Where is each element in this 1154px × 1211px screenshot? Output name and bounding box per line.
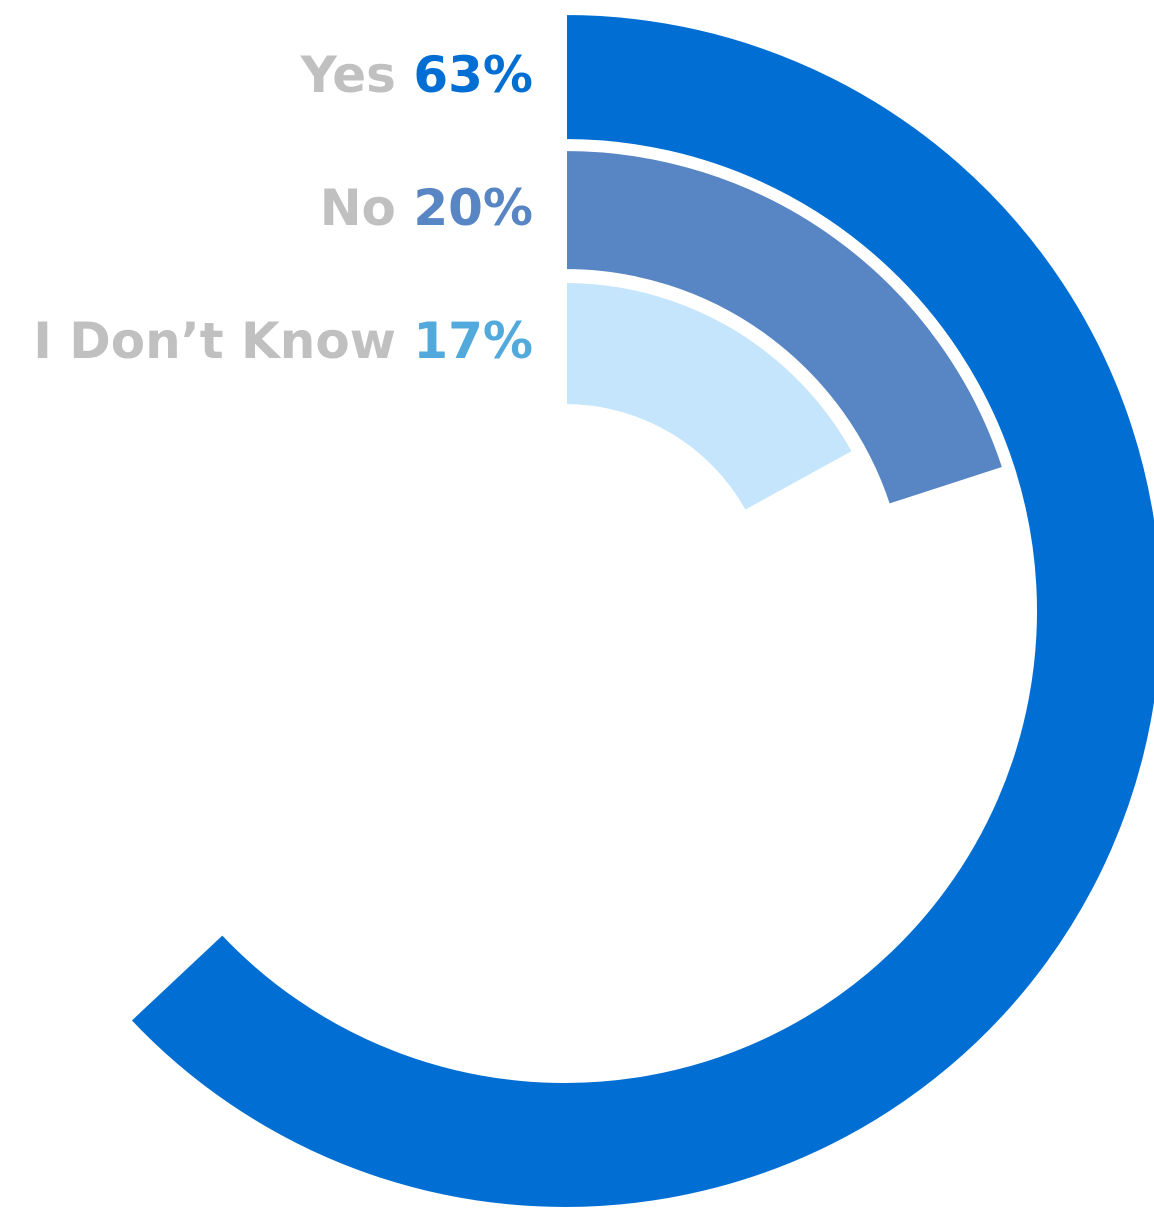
category-label: Yes bbox=[300, 46, 414, 104]
arc-i-don-t-know bbox=[563, 278, 857, 515]
category-label: No bbox=[320, 179, 414, 237]
series-label: No 20% bbox=[320, 179, 533, 237]
value-label: 20% bbox=[413, 179, 533, 237]
series-label: Yes 63% bbox=[300, 46, 533, 104]
label-group: Yes 63% No 20% I Don’t Know 17% bbox=[33, 46, 533, 370]
series-label: I Don’t Know 17% bbox=[33, 312, 533, 370]
value-label: 63% bbox=[413, 46, 533, 104]
category-label: I Don’t Know bbox=[33, 312, 413, 370]
value-label: 17% bbox=[413, 312, 533, 370]
arc-yes bbox=[126, 10, 1154, 1211]
arc-group bbox=[126, 10, 1154, 1211]
arc-no bbox=[563, 146, 1007, 509]
